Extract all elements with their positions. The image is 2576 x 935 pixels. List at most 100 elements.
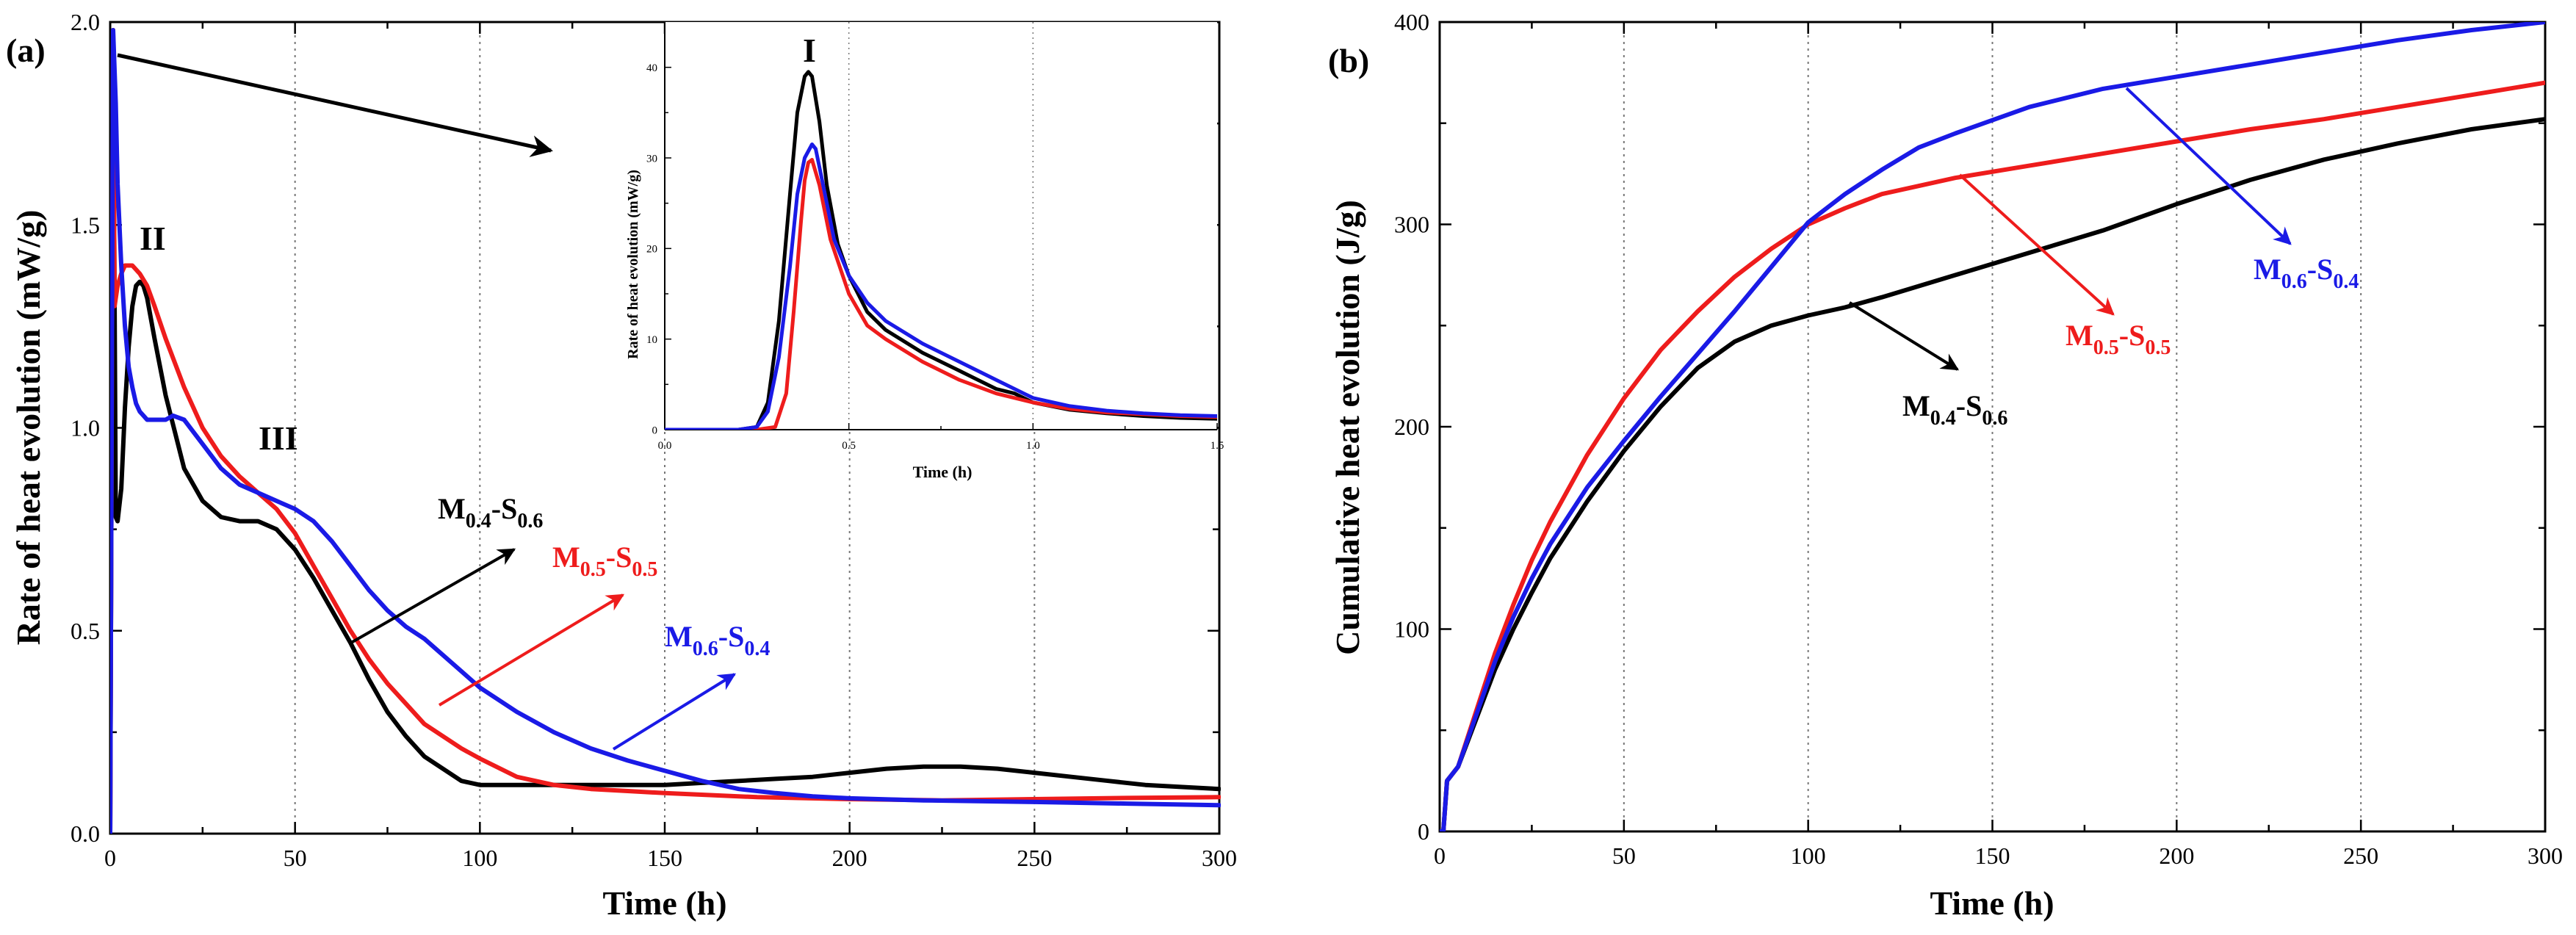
label-b-m04-main: M <box>1902 389 1930 422</box>
svg-text:M0.6-S0.4: M0.6-S0.4 <box>2254 253 2359 293</box>
panel-a-x-tick-label: 0 <box>104 845 116 871</box>
label-b-m05-sub1: 0.5 <box>2093 336 2119 359</box>
inset-x-tick-label: 0.5 <box>842 440 856 452</box>
inset-y-tick-label: 40 <box>646 62 657 74</box>
inset-background <box>665 22 1217 430</box>
arrow-m06 <box>612 673 737 751</box>
arrow-b-m05 <box>1958 173 2115 316</box>
panel-b-y-tick-label: 300 <box>1394 212 1429 238</box>
label-b-m04-mid: -S <box>1956 389 1982 422</box>
panel-b-x-tick-label: 250 <box>2343 842 2378 869</box>
panel-b-x-tick-label: 150 <box>1975 842 2010 869</box>
panel-a-x-tick-label: 50 <box>284 845 307 871</box>
series-label-b-m05-s05: M0.5-S0.5 <box>1958 173 2171 359</box>
label-b-m06-sub1: 0.6 <box>2281 270 2307 293</box>
inset-x-tick-label: 1.0 <box>1026 440 1040 452</box>
inset-y-tick-label: 10 <box>646 334 657 346</box>
inset-gridlines <box>848 22 1034 430</box>
peak-label-i: I <box>803 32 816 69</box>
series-label-b-m06-s04: M0.6-S0.4 <box>2125 87 2359 293</box>
series-label-m04-s06: M0.4-S0.6 <box>350 492 543 644</box>
svg-text:M0.6-S0.4: M0.6-S0.4 <box>665 620 770 660</box>
panel-b-gridlines <box>1623 22 2362 831</box>
label-m04-sub1: 0.4 <box>466 510 491 533</box>
panel-b-series <box>1440 22 2545 831</box>
series-label-m06-s04: M0.6-S0.4 <box>612 620 770 751</box>
panel-b-y-tick-label: 200 <box>1394 414 1429 440</box>
inset-y-tick-label: 20 <box>646 244 657 256</box>
inset-y-tick-label: 0 <box>652 425 658 436</box>
panel-a-y-tick-label: 0.5 <box>71 618 100 644</box>
panel-a-y-tick-label: 1.0 <box>71 415 100 441</box>
svg-text:M0.4-S0.6: M0.4-S0.6 <box>1902 389 2007 430</box>
label-b-m04-sub1: 0.4 <box>1930 407 1956 430</box>
inset-ticks: 0.0 0.5 1.0 1.5 0 10 20 30 40 <box>646 62 1224 452</box>
panel-a-y-axis-title: Rate of heat evolution (mW/g) <box>10 210 47 646</box>
panel-a-y-tick-label: 1.5 <box>71 212 100 238</box>
panel-a-label: (a) <box>6 32 46 69</box>
panel-b-x-axis-title: Time (h) <box>1930 884 2054 922</box>
panel-b-series-m06-s04 <box>1440 22 2545 831</box>
arrow-b-m06 <box>2125 87 2292 245</box>
panel-a-series-m04-s06 <box>110 28 1221 834</box>
svg-text:M0.4-S0.6: M0.4-S0.6 <box>438 492 543 533</box>
label-b-m06-main: M <box>2254 253 2281 286</box>
panel-a-series-m05-s05 <box>110 28 1221 834</box>
label-m04-sub2: 0.6 <box>517 510 543 533</box>
inset-early-hydration: 0.0 0.5 1.0 1.5 0 10 20 30 40 I Time (h) Rate of… <box>625 22 1224 481</box>
panel-b-y-axis-title: Cumulative heat evolution (J/g) <box>1329 200 1366 655</box>
label-m05-sub1: 0.5 <box>580 558 606 581</box>
inset-series-m06-s04 <box>665 142 1217 430</box>
label-b-m06-mid: -S <box>2307 253 2334 286</box>
inset-series-m05-s05 <box>665 158 1217 430</box>
panel-a-x-axis-title: Time (h) <box>602 884 726 922</box>
panel-a-y-tick-label: 2.0 <box>71 9 100 35</box>
inset-y-tick-label: 30 <box>646 153 657 165</box>
panel-a-y-tick-label: 0.0 <box>71 820 100 847</box>
label-b-m05-sub2: 0.5 <box>2145 336 2171 359</box>
peak-label-ii: II <box>140 220 166 257</box>
panel-a-x-tick-label: 100 <box>462 845 497 871</box>
panel-a-x-tick-label: 300 <box>1202 845 1237 871</box>
panel-b-ticks: 0 50 100 150 200 250 300 0 100 200 300 400 <box>1394 9 2563 869</box>
label-m04-main: M <box>438 492 466 525</box>
panel-b-y-tick-label: 100 <box>1394 616 1429 643</box>
label-m04-mid: -S <box>491 492 518 525</box>
panel-b-x-tick-label: 100 <box>1791 842 1826 869</box>
arrow-m05 <box>438 593 625 707</box>
panel-b-y-tick-label: 400 <box>1394 9 1429 35</box>
series-label-m05-s05: M0.5-S0.5 <box>438 541 657 707</box>
panel-b-x-tick-label: 50 <box>1612 842 1636 869</box>
arrow-b-m04 <box>1848 301 1960 371</box>
panel-b-x-tick-label: 300 <box>2528 842 2563 869</box>
panel-b-x-tick-label: 200 <box>2159 842 2194 869</box>
panel-a-x-tick-label: 250 <box>1017 845 1052 871</box>
inset-x-tick-label: 0.0 <box>658 440 672 452</box>
panel-a-series-m06-s04 <box>110 28 1221 834</box>
inset-y-axis-title: Rate of heat evolution (mW/g) <box>625 170 641 359</box>
svg-text:M0.5-S0.5: M0.5-S0.5 <box>2066 319 2171 359</box>
series-label-b-m04-s06: M0.4-S0.6 <box>1848 301 2007 430</box>
inset-x-tick-label: 1.5 <box>1211 440 1224 452</box>
panel-a-gridlines <box>294 22 1036 834</box>
svg-text:M0.5-S0.5: M0.5-S0.5 <box>552 541 657 581</box>
label-b-m04-sub2: 0.6 <box>1982 407 2007 430</box>
label-m06-sub1: 0.6 <box>693 638 718 660</box>
label-m05-sub2: 0.5 <box>632 558 657 581</box>
label-b-m05-mid: -S <box>2119 319 2146 352</box>
label-m05-mid: -S <box>606 541 632 574</box>
panel-b-label: (b) <box>1328 42 1369 79</box>
label-b-m05-main: M <box>2066 319 2093 352</box>
arrow-m04 <box>350 548 516 644</box>
panel-a-x-tick-label: 150 <box>647 845 682 871</box>
label-m06-main: M <box>665 620 693 653</box>
panel-b-y-tick-label: 0 <box>1418 818 1429 845</box>
label-m06-sub2: 0.4 <box>744 638 770 660</box>
panel-a-series <box>110 28 1221 834</box>
inset-x-axis-title: Time (h) <box>913 463 973 481</box>
inset-pointer-arrow <box>117 53 553 157</box>
panel-b-x-tick-label: 0 <box>1434 842 1446 869</box>
